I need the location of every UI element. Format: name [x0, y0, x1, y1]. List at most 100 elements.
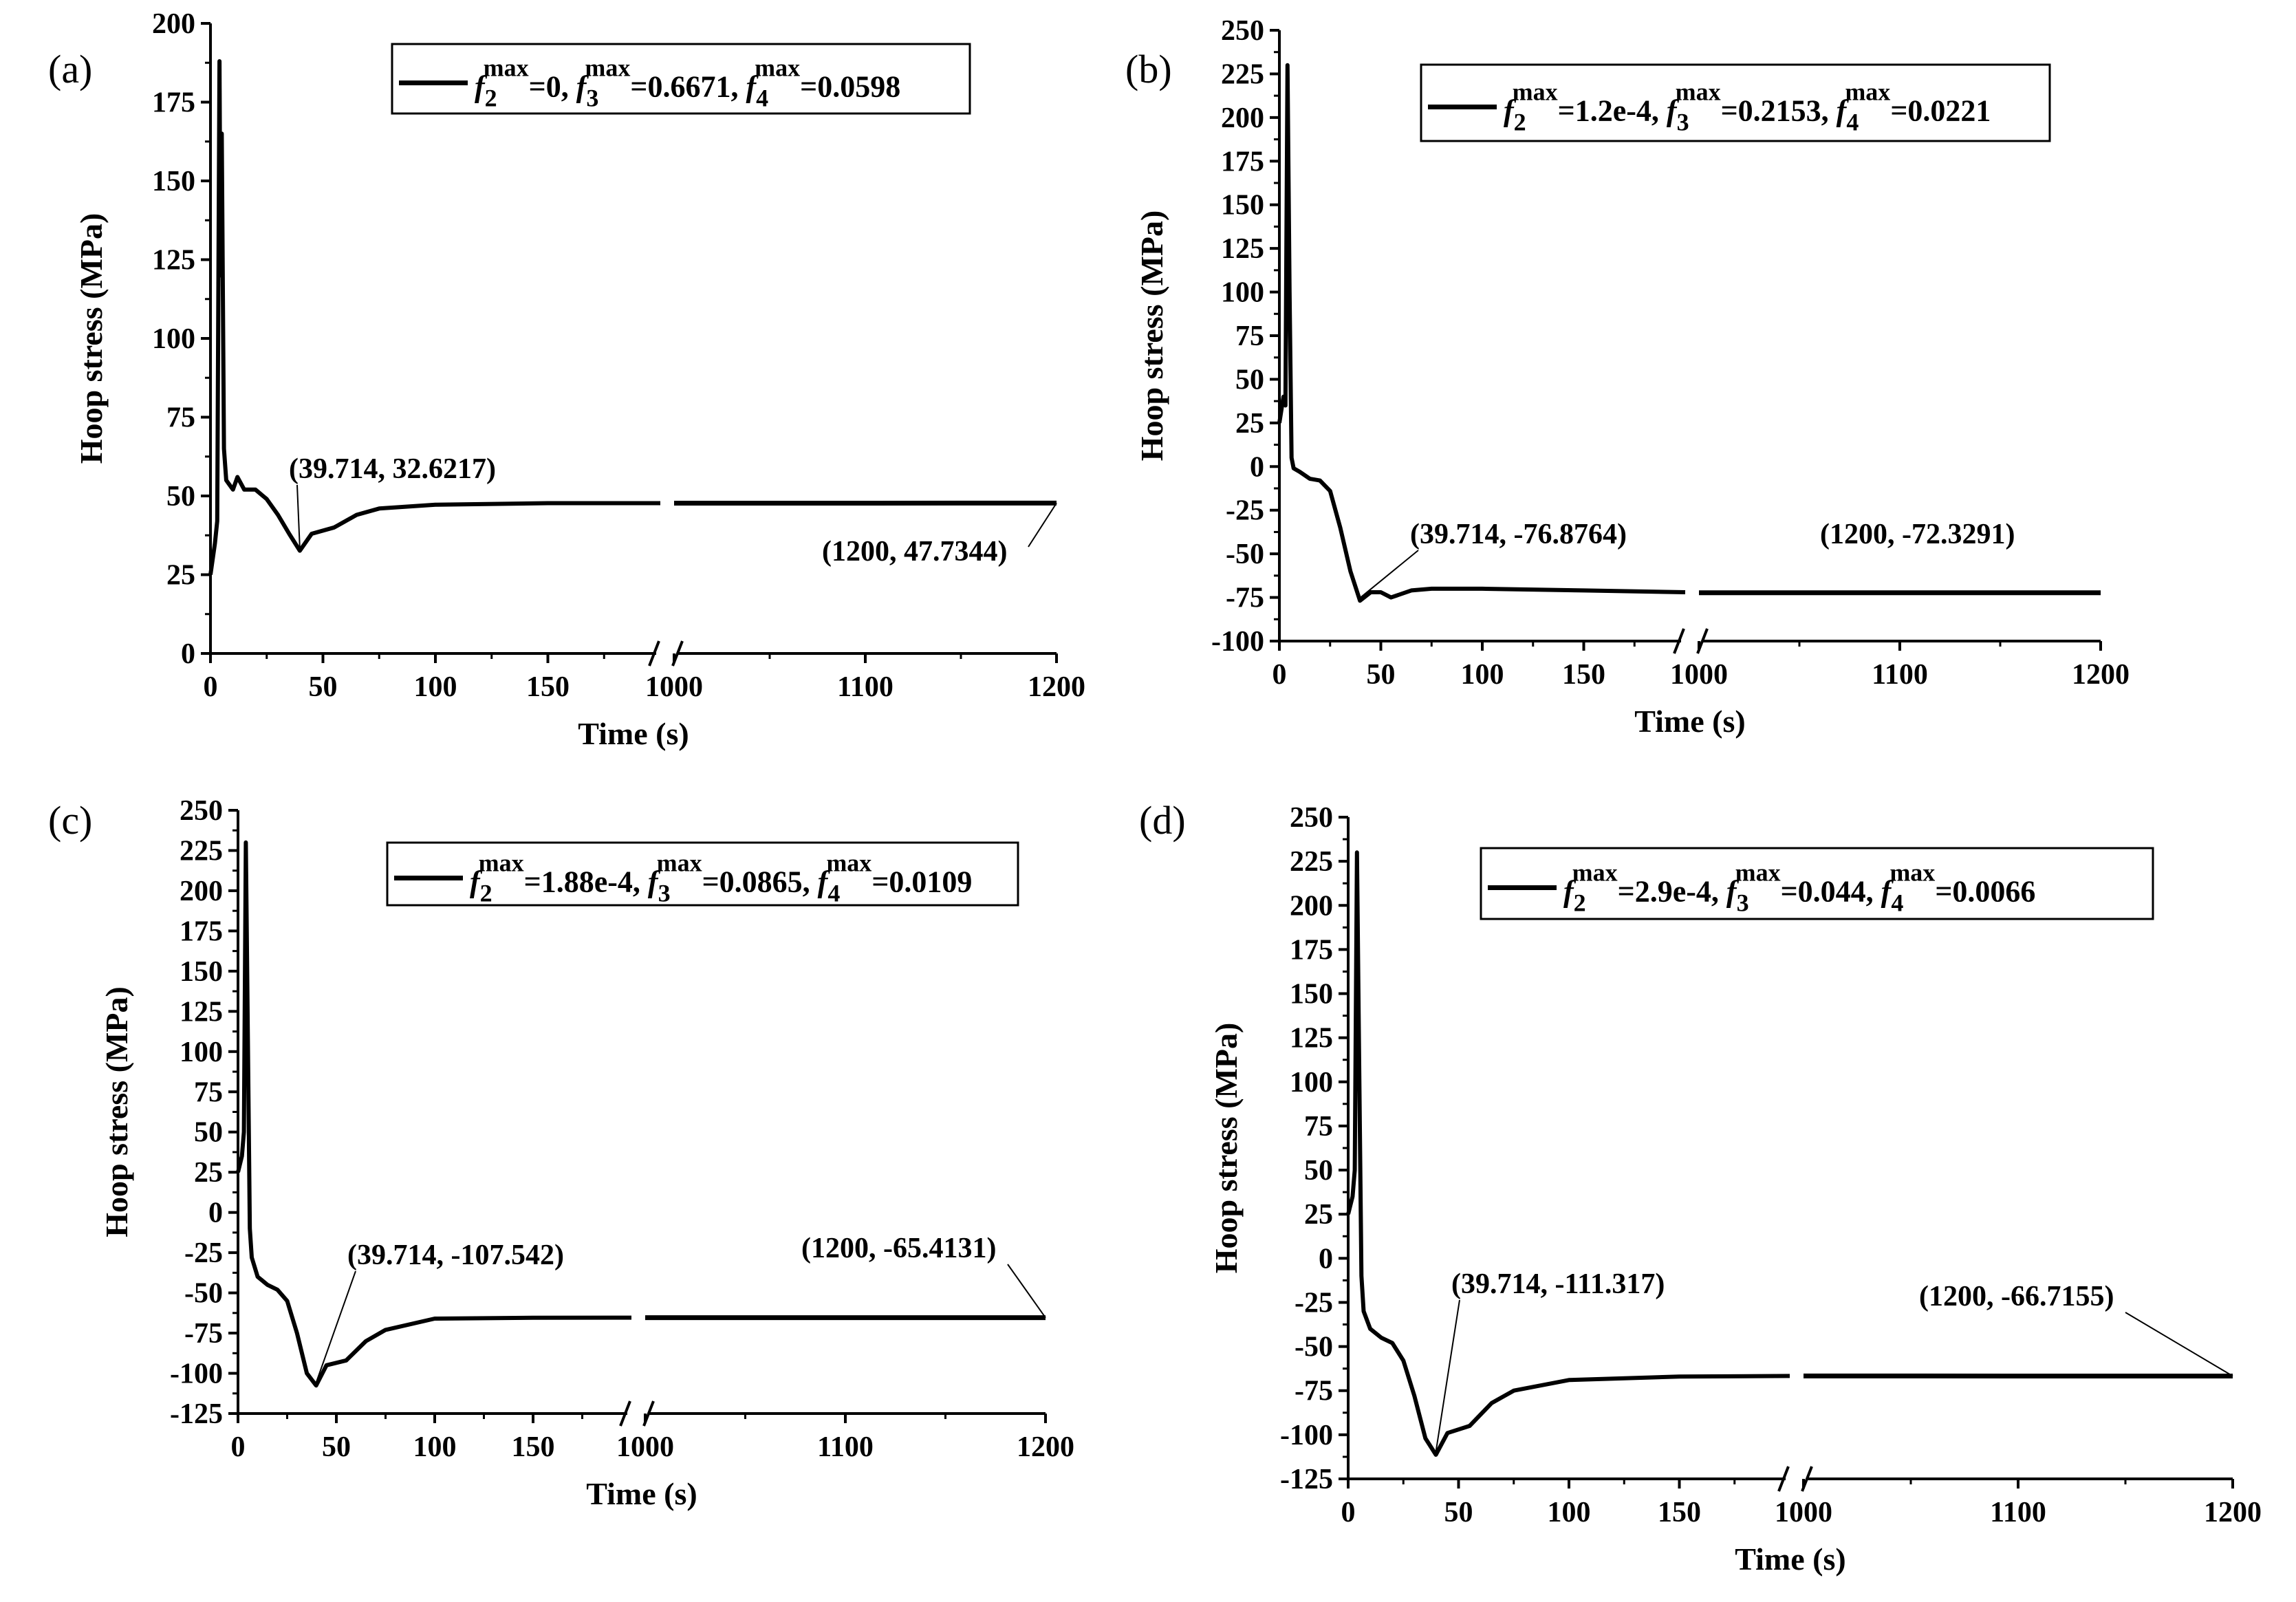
- y-tick-label: 0: [208, 1198, 223, 1229]
- y-axis-title: Hoop stress (MPa): [1209, 1023, 1244, 1274]
- y-tick-label: -75: [1226, 583, 1264, 614]
- series-line: [1277, 63, 1686, 603]
- y-tick-label: 0: [1250, 451, 1264, 483]
- y-tick-label: -50: [1226, 539, 1264, 570]
- x-tick-label: 150: [1658, 1497, 1701, 1528]
- series-line: [236, 840, 632, 1388]
- x-axis-title: Time (s): [578, 716, 689, 751]
- y-tick-label: -100: [1211, 626, 1264, 658]
- x-tick-label: 0: [231, 1431, 246, 1463]
- x-tick-label: 1000: [1775, 1497, 1832, 1528]
- y-tick-label: -50: [184, 1278, 223, 1310]
- y-tick-label: 250: [1221, 15, 1264, 47]
- y-tick-label: 150: [1290, 979, 1333, 1010]
- annotation-leader: [1028, 502, 1057, 548]
- x-tick-label: 1000: [1670, 659, 1728, 691]
- x-tick-label: 1200: [2072, 659, 2130, 691]
- x-tick-label: 100: [1461, 659, 1504, 691]
- annotation-min: (39.714, -111.317): [1451, 1268, 1665, 1300]
- annotation-end: (1200, -65.4131): [801, 1233, 996, 1264]
- annotation-min: (39.714, -76.8764): [1410, 519, 1627, 550]
- x-tick-label: 1200: [1017, 1431, 1074, 1463]
- y-axis-title: Hoop stress (MPa): [99, 986, 134, 1237]
- y-axis-title: Hoop stress (MPa): [74, 213, 109, 464]
- x-tick-label: 0: [1341, 1497, 1356, 1528]
- y-tick-label: 50: [166, 481, 195, 512]
- y-tick-label: 75: [194, 1076, 223, 1108]
- x-tick-label: 1000: [645, 671, 703, 703]
- x-tick-label: 50: [309, 671, 338, 703]
- legend-box: [1480, 847, 2154, 920]
- y-tick-label: 0: [181, 638, 195, 670]
- chart-panel-c: -125 -100 -75 -50 -25 0 25 50 75 100 125 150 175 200 2…: [48, 795, 1074, 1511]
- x-tick-label: 1100: [817, 1431, 874, 1463]
- y-tick-label: 250: [1290, 802, 1333, 834]
- y-tick-label: 25: [1235, 408, 1264, 440]
- x-tick-label: 150: [526, 671, 570, 703]
- y-tick-label: 175: [1221, 146, 1264, 177]
- y-tick-label: 50: [194, 1117, 223, 1149]
- y-tick-label: 200: [1290, 890, 1333, 922]
- y-tick-label: 150: [180, 956, 223, 988]
- x-tick-label: 0: [1272, 659, 1287, 691]
- y-tick-label: 25: [194, 1157, 223, 1189]
- y-tick-label: -75: [184, 1318, 223, 1350]
- y-tick-label: 100: [152, 323, 195, 355]
- y-tick-label: 75: [1235, 321, 1264, 352]
- y-tick-label: -125: [170, 1398, 223, 1430]
- y-tick-label: 250: [180, 795, 223, 827]
- y-tick-label: 75: [1304, 1111, 1333, 1143]
- x-tick-label: 50: [1367, 659, 1396, 691]
- y-tick-label: 100: [1290, 1067, 1333, 1098]
- annotation-leader: [296, 484, 301, 548]
- x-axis-title: Time (s): [586, 1476, 697, 1511]
- y-tick-label: 150: [1221, 190, 1264, 221]
- panel-label: (c): [48, 798, 92, 843]
- legend-label: f2max=2.9e-4, f3max=0.044, f4max=0.0066: [1563, 859, 2035, 917]
- x-tick-label: 150: [1562, 659, 1605, 691]
- axis-break-mark: [1777, 1466, 1790, 1492]
- y-tick-label: 125: [1290, 1023, 1333, 1054]
- y-tick-label: 50: [1235, 364, 1264, 396]
- y-tick-label: 100: [180, 1037, 223, 1068]
- annotation-min: (39.714, -107.542): [347, 1240, 564, 1271]
- y-tick-label: -100: [1280, 1420, 1333, 1451]
- y-tick-label: -25: [1226, 495, 1264, 527]
- legend-label: f2max=0, f3max=0.6671, f4max=0.0598: [475, 54, 900, 112]
- x-tick-label: 50: [322, 1431, 351, 1463]
- panel-label: (b): [1125, 47, 1172, 91]
- x-tick-label: 100: [1548, 1497, 1591, 1528]
- chart-panel-b: -100 -75 -50 -25 0 25 50 75 100 125 150 175 200 225 25…: [1125, 15, 2130, 739]
- x-tick-label: 50: [1444, 1497, 1473, 1528]
- x-tick-label: 150: [512, 1431, 555, 1463]
- annotation-leader: [1435, 1299, 1460, 1453]
- y-tick-label: 225: [1221, 58, 1264, 90]
- x-axis-title: Time (s): [1634, 704, 1745, 739]
- annotation-leader: [2125, 1312, 2233, 1377]
- x-tick-label: 1100: [837, 671, 894, 703]
- legend-label: f2max=1.88e-4, f3max=0.0865, f4max=0.010…: [470, 849, 972, 907]
- y-tick-label: 125: [1221, 233, 1264, 265]
- y-tick-label: 225: [180, 835, 223, 867]
- annotation-leader: [1007, 1264, 1046, 1319]
- annotation-end: (1200, -66.7155): [1919, 1281, 2114, 1312]
- y-tick-label: -125: [1280, 1464, 1333, 1495]
- chart-panel-a: 0 25 50 75 100 125 150 175 200 0 50 100 150 1000 1100 1…: [48, 8, 1085, 751]
- y-tick-label: -75: [1295, 1376, 1333, 1407]
- x-tick-label: 100: [414, 671, 457, 703]
- y-tick-label: 175: [152, 87, 195, 119]
- y-tick-label: 125: [152, 245, 195, 277]
- y-tick-label: 200: [1221, 102, 1264, 134]
- y-tick-label: -25: [1295, 1287, 1333, 1319]
- y-tick-label: 175: [1290, 934, 1333, 966]
- panel-label: (d): [1139, 798, 1186, 843]
- annotation-leader: [315, 1270, 356, 1383]
- y-tick-label: 50: [1304, 1155, 1333, 1187]
- legend-box: [391, 43, 971, 115]
- x-tick-label: 0: [204, 671, 218, 703]
- axis-break-mark: [1673, 628, 1685, 654]
- x-tick-label: 1100: [1872, 659, 1928, 691]
- chart-panel-d: -125 -100 -75 -50 -25 0 25 50 75 100 125 150 175 200 2…: [1139, 798, 2262, 1577]
- y-axis-title: Hoop stress (MPa): [1134, 210, 1169, 462]
